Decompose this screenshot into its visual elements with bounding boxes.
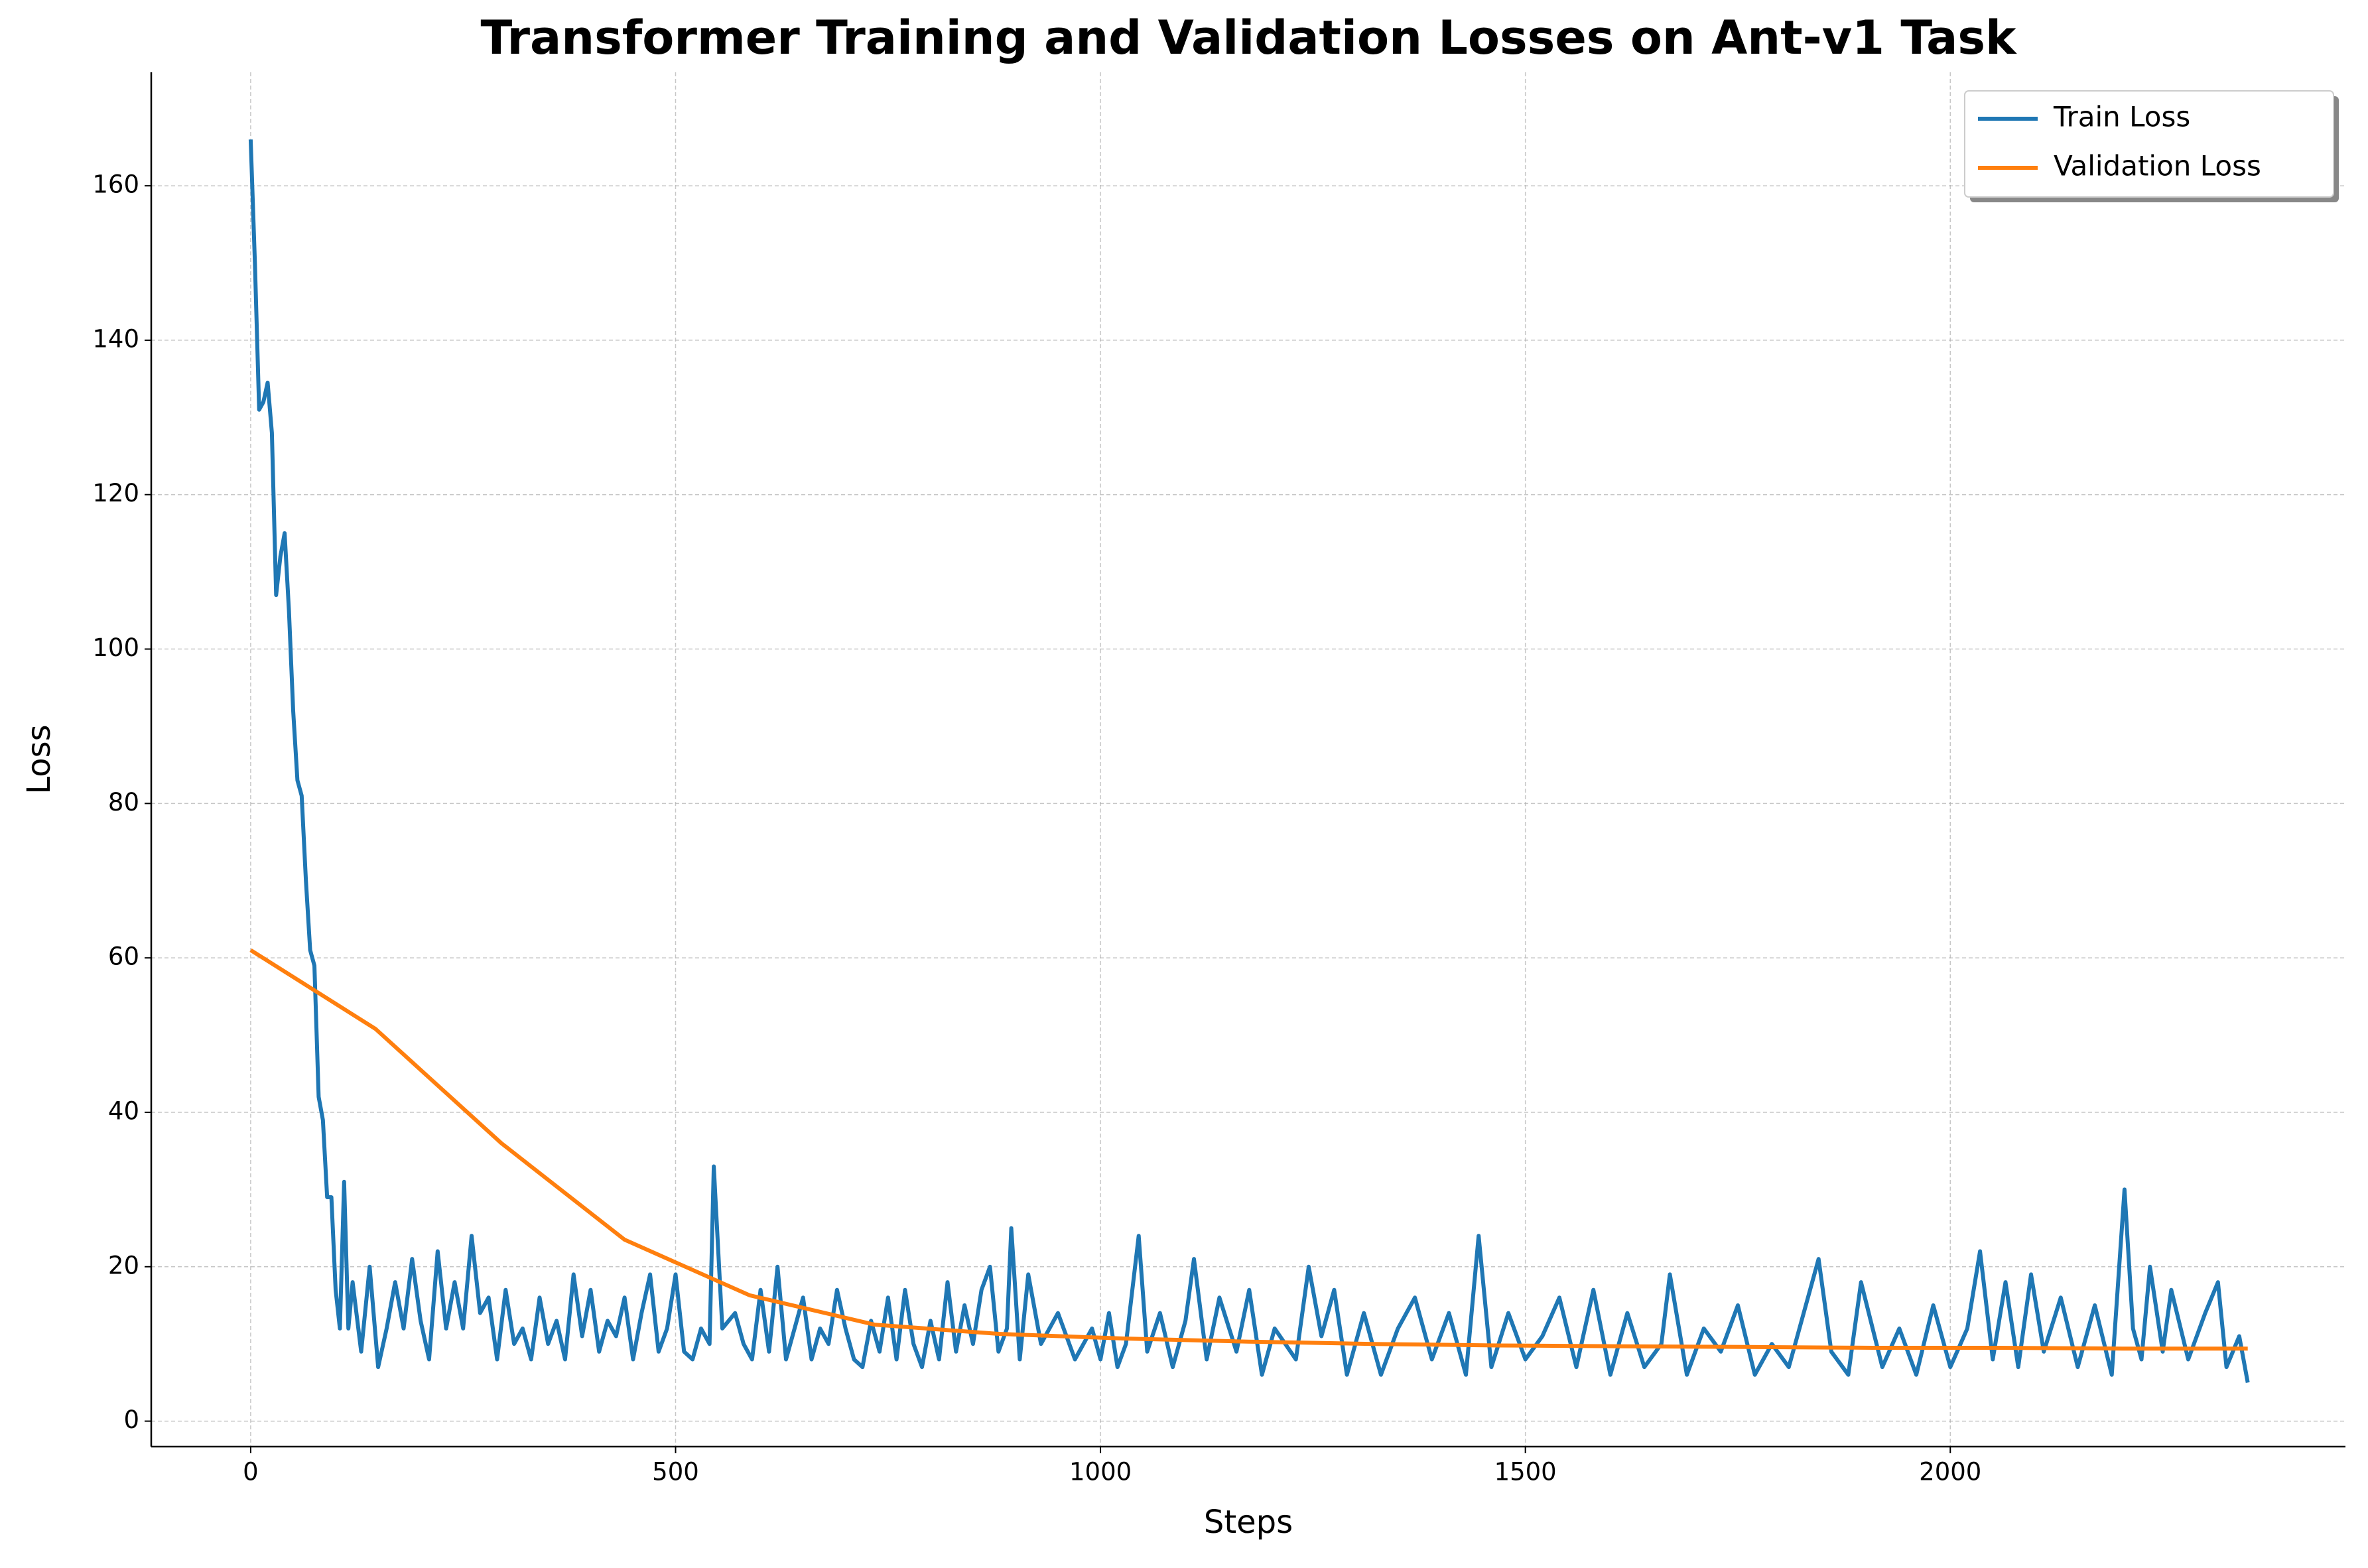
legend-label: Train Loss [2053, 101, 2190, 133]
y-tick-label: 80 [108, 788, 139, 817]
x-tick-label: 500 [652, 1458, 699, 1486]
x-tick-label: 2000 [1919, 1458, 1981, 1486]
x-axis-label: Steps [1204, 1504, 1293, 1541]
x-tick-label: 1500 [1494, 1458, 1557, 1486]
x-tick-label: 1000 [1069, 1458, 1132, 1486]
legend-label: Validation Loss [2054, 150, 2261, 182]
y-tick-label: 160 [92, 170, 139, 199]
x-tick-label: 0 [243, 1458, 259, 1486]
y-tick-label: 20 [108, 1251, 139, 1279]
grid [151, 72, 2345, 1447]
series-line [248, 139, 2250, 1383]
lines [248, 139, 2250, 1383]
y-axis-label: Loss [21, 724, 58, 794]
y-tick-label: 40 [108, 1096, 139, 1125]
y-tick-label: 120 [92, 479, 139, 507]
y-tick-label: 140 [92, 324, 139, 353]
legend: Train Loss Validation Loss [1964, 90, 2339, 202]
legend-box [1964, 90, 2334, 198]
series-line [249, 948, 2248, 1351]
y-tick-label: 100 [92, 633, 139, 662]
y-tick-label: 60 [108, 943, 139, 971]
y-tick-label: 0 [123, 1405, 139, 1434]
chart-title: Transformer Training and Validation Loss… [480, 11, 2017, 65]
